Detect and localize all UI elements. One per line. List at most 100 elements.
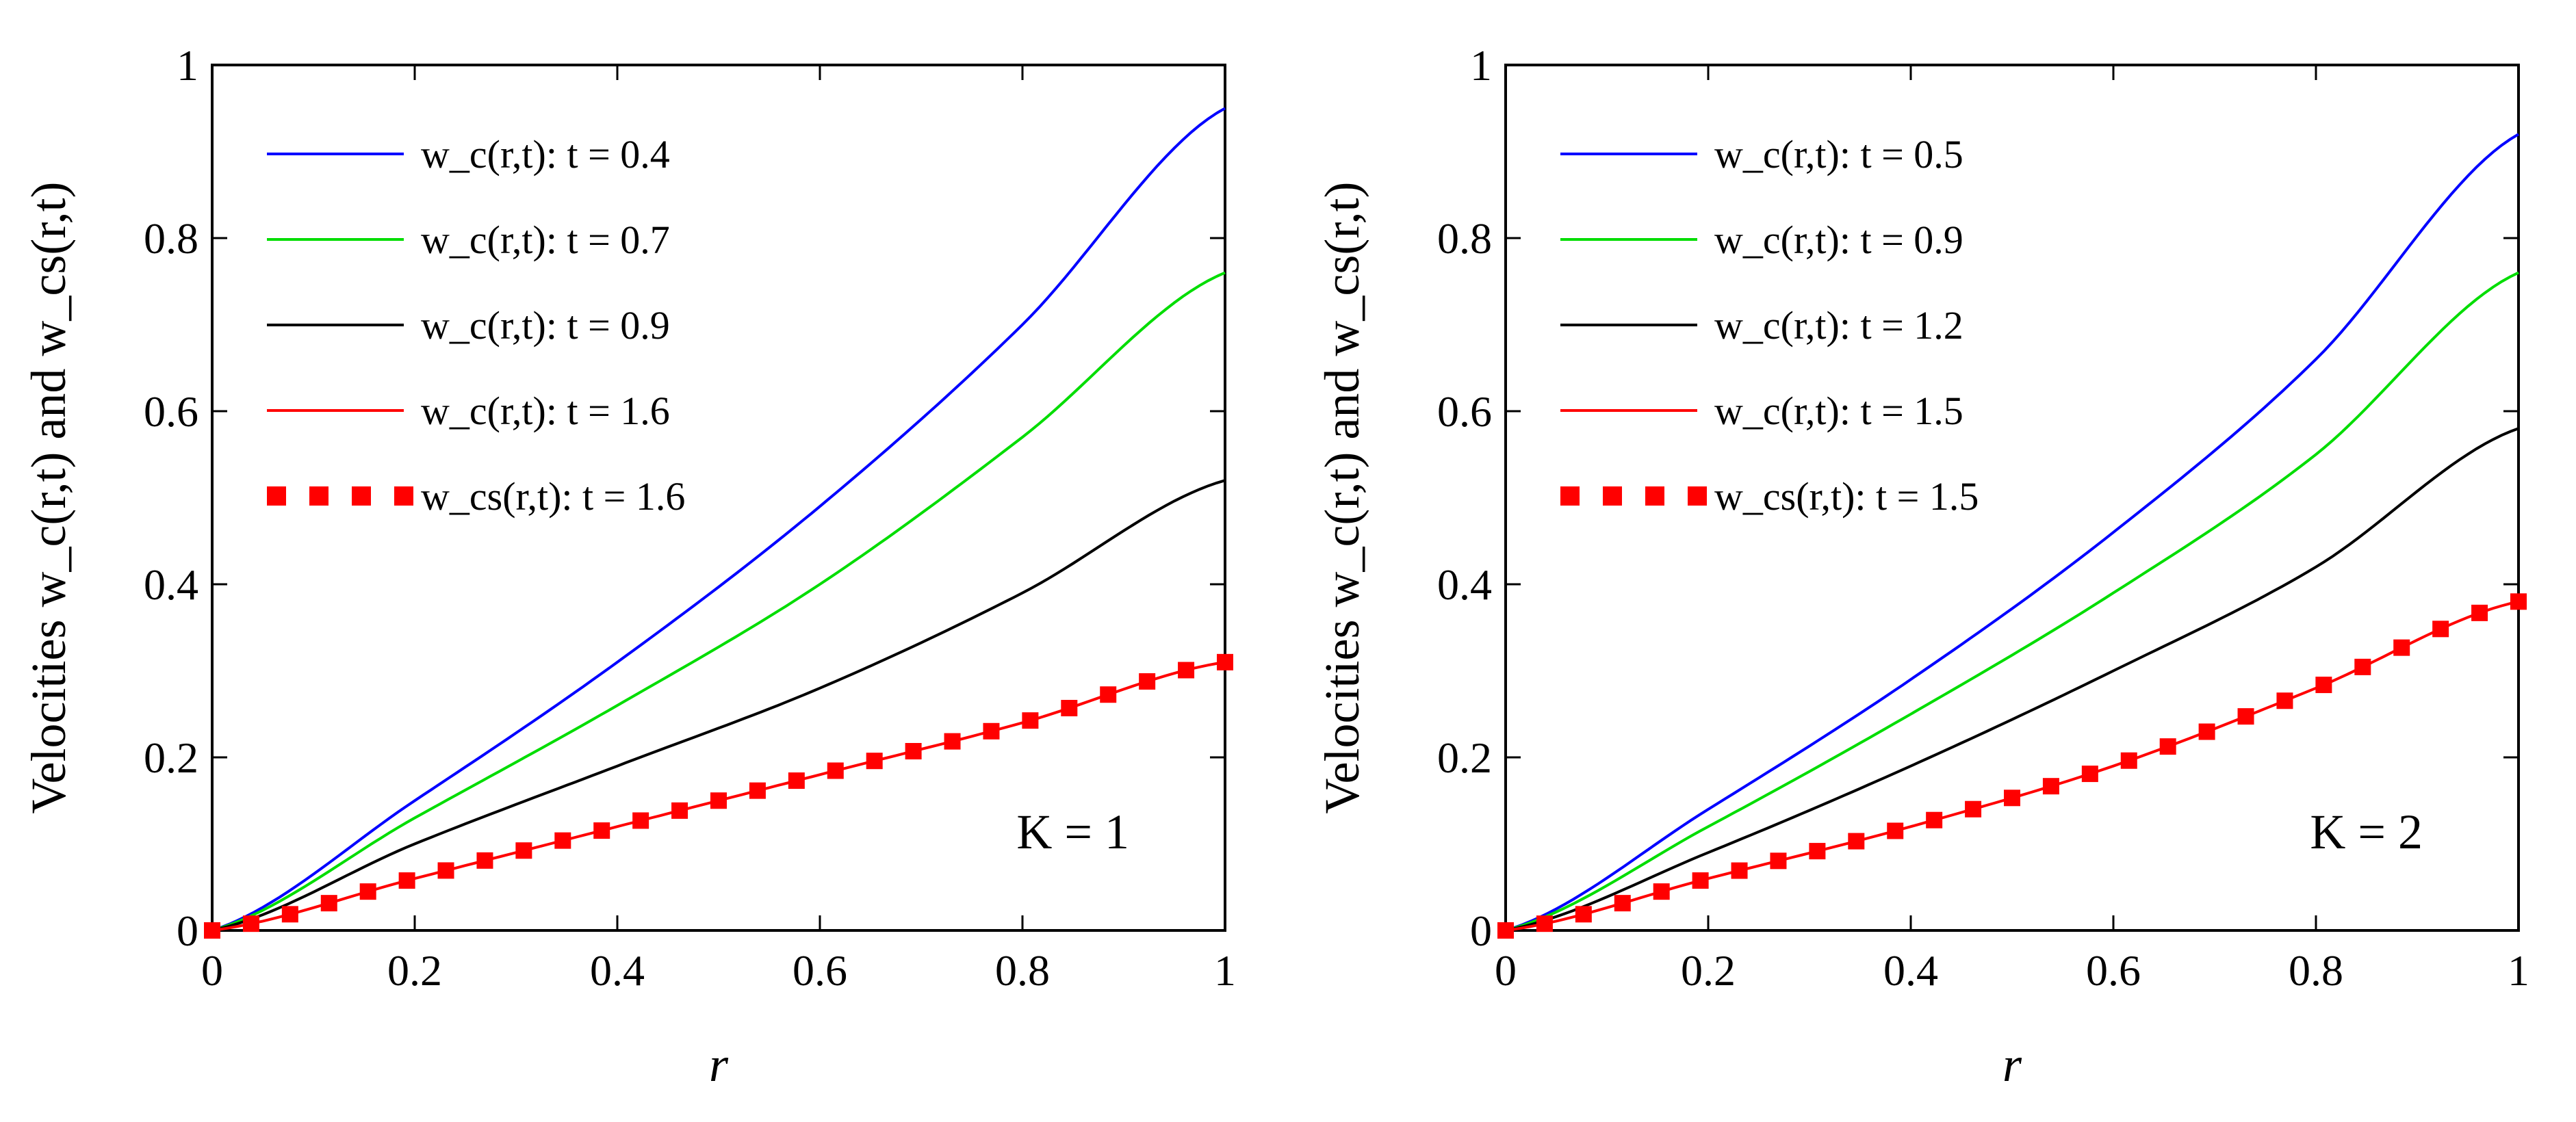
legend-entry: w_c(r,t): t = 1.6 xyxy=(421,389,670,433)
series-line xyxy=(1505,600,2519,932)
series-marker xyxy=(1217,653,1233,670)
series-marker xyxy=(1653,883,1670,900)
legend-entry: w_c(r,t): t = 1.5 xyxy=(1714,389,1963,433)
x-tick-label: 0.4 xyxy=(590,946,645,995)
series-marker xyxy=(2198,723,2215,740)
series-marker xyxy=(2042,778,2059,795)
series-marker xyxy=(2315,677,2332,694)
series-marker xyxy=(1692,872,1709,889)
series-marker xyxy=(2159,738,2176,755)
series-marker xyxy=(1809,843,1826,860)
series-marker xyxy=(866,753,883,770)
series-marker xyxy=(320,895,337,912)
legend-entry: w_c(r,t): t = 0.7 xyxy=(421,218,670,262)
series-marker xyxy=(2081,766,2098,783)
series-marker xyxy=(944,733,961,750)
series-marker xyxy=(515,842,532,859)
legend-marker xyxy=(1603,486,1622,506)
series-line xyxy=(211,107,1226,932)
series-line xyxy=(1505,271,2519,932)
plot-frame xyxy=(1504,64,2520,932)
x-tick-label: 1 xyxy=(2508,946,2529,995)
x-tick-label: 0 xyxy=(1495,946,1517,995)
series-marker xyxy=(1536,915,1553,932)
y-tick-label: 0 xyxy=(177,906,198,955)
series-marker xyxy=(1139,673,1156,690)
legend-marker xyxy=(394,486,413,506)
series-marker xyxy=(2432,621,2449,638)
series-marker xyxy=(2471,604,2488,621)
series-marker xyxy=(1887,822,1904,839)
y-tick-label: 0.2 xyxy=(144,733,198,782)
series-marker xyxy=(749,782,766,799)
y-tick-label: 0.4 xyxy=(144,560,198,609)
series-marker xyxy=(281,906,298,923)
y-tick-label: 0.4 xyxy=(1437,560,1492,609)
series-marker xyxy=(671,802,688,819)
y-tick-label: 0.6 xyxy=(144,387,198,436)
series-marker xyxy=(2510,593,2527,610)
series-marker xyxy=(1061,700,1078,717)
legend-entry: w_c(r,t): t = 1.2 xyxy=(1714,303,1963,348)
chart-panel-left: 0 0.2 0.4 0.6 0.8 1 0 0.2 0.4 0.6 0.8 1 r Velocities … xyxy=(21,41,1236,1092)
series-marker xyxy=(2354,658,2371,675)
series-marker xyxy=(476,852,493,869)
legend-marker xyxy=(267,486,286,506)
series-marker xyxy=(1022,712,1039,729)
series-line xyxy=(211,479,1226,932)
y-tick-label: 0 xyxy=(1470,906,1492,955)
series-marker xyxy=(2393,639,2410,656)
legend-entry: w_cs(r,t): t = 1.6 xyxy=(421,474,685,519)
series-line xyxy=(211,271,1226,932)
x-axis-title: r xyxy=(2002,1037,2022,1092)
y-tick-label: 0.8 xyxy=(1437,214,1492,263)
y-axis-title: Velocities w_c(r,t) and w_cs(r,t) xyxy=(1315,182,1369,814)
series-marker xyxy=(1178,662,1195,679)
series-marker xyxy=(1497,922,1514,939)
legend-entry: w_c(r,t): t = 0.9 xyxy=(421,303,670,348)
x-tick-label: 0 xyxy=(201,946,223,995)
series-marker xyxy=(1731,862,1748,879)
series-marker xyxy=(827,762,844,779)
series-marker xyxy=(1848,833,1865,850)
series-line xyxy=(1505,427,2519,932)
parameter-annotation: K = 2 xyxy=(2310,805,2423,859)
series-marker xyxy=(1100,686,1117,703)
legend-marker xyxy=(352,486,371,506)
x-tick-label: 0.6 xyxy=(793,946,847,995)
x-tick-label: 0.4 xyxy=(1883,946,1938,995)
series-marker xyxy=(2237,708,2254,725)
series-marker xyxy=(710,792,727,809)
series-marker xyxy=(554,832,571,849)
series-marker xyxy=(2120,752,2137,769)
x-tick-label: 0.8 xyxy=(2289,946,2343,995)
series-marker xyxy=(359,883,376,900)
series-marker xyxy=(1965,800,1982,818)
legend-marker xyxy=(309,486,329,506)
x-tick-label: 0.2 xyxy=(387,946,442,995)
y-tick-label: 0.2 xyxy=(1437,733,1492,782)
series-marker xyxy=(1926,811,1943,829)
x-axis-title: r xyxy=(709,1037,729,1092)
series-marker xyxy=(593,822,610,839)
x-tick-label: 0.6 xyxy=(2086,946,2141,995)
legend-marker xyxy=(1560,486,1580,506)
x-tick-label: 0.2 xyxy=(1681,946,1736,995)
y-tick-label: 1 xyxy=(1470,41,1492,90)
legend-marker xyxy=(1645,486,1664,506)
series-marker xyxy=(204,922,220,939)
x-tick-label: 1 xyxy=(1214,946,1236,995)
series-marker xyxy=(632,812,649,829)
series-marker xyxy=(1614,895,1631,912)
legend-entry: w_cs(r,t): t = 1.5 xyxy=(1714,474,1979,519)
y-tick-label: 0.8 xyxy=(144,214,198,263)
series-marker xyxy=(242,915,259,932)
series-marker xyxy=(788,772,805,790)
legend-entry: w_c(r,t): t = 0.5 xyxy=(1714,132,1963,177)
chart-panel-right: 0 0.2 0.4 0.6 0.8 1 0 0.2 0.4 0.6 0.8 1 r Velocities … xyxy=(1315,41,2529,1092)
series-marker xyxy=(398,872,415,889)
parameter-annotation: K = 1 xyxy=(1016,805,1129,859)
series-marker xyxy=(2004,790,2020,807)
x-tick-label: 0.8 xyxy=(995,946,1050,995)
